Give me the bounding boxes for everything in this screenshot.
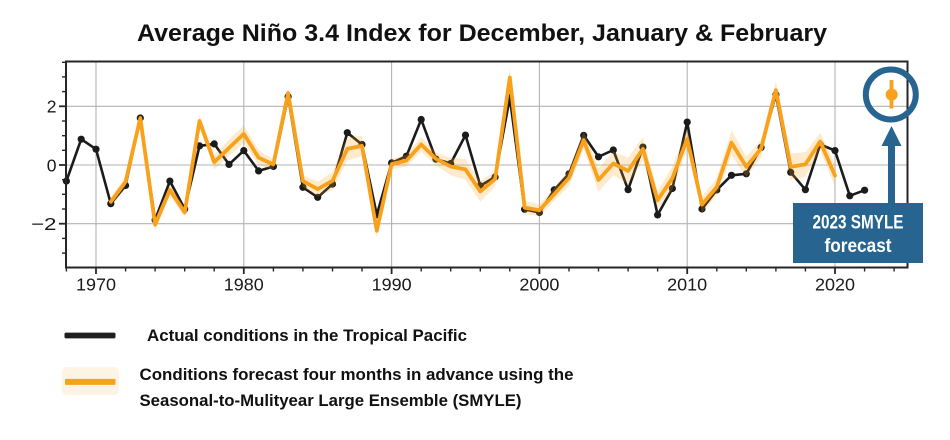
svg-text:2020: 2020 (815, 275, 855, 295)
svg-text:1980: 1980 (224, 275, 264, 295)
svg-text:1970: 1970 (76, 275, 116, 295)
svg-text:1990: 1990 (372, 275, 412, 295)
svg-text:2023 SMYLE: 2023 SMYLE (813, 213, 904, 234)
svg-text:Seasonal-to-Mulityear Large En: Seasonal-to-Mulityear Large Ensemble (SM… (140, 391, 522, 410)
svg-text:2010: 2010 (667, 275, 707, 295)
svg-text:2: 2 (47, 97, 57, 117)
svg-text:forecast: forecast (825, 236, 893, 257)
svg-text:−2: −2 (31, 214, 57, 234)
svg-text:0: 0 (47, 155, 57, 175)
svg-text:2000: 2000 (519, 275, 559, 295)
svg-text:Actual conditions in the Tropi: Actual conditions in the Tropical Pacifi… (147, 326, 467, 345)
svg-text:Average Niño 3.4 Index for Dec: Average Niño 3.4 Index for December, Jan… (137, 20, 828, 47)
svg-text:Conditions forecast four month: Conditions forecast four months in advan… (140, 365, 574, 384)
